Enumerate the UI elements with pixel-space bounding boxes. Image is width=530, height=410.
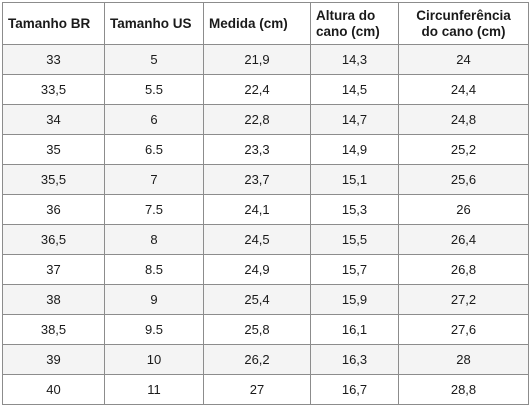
cell-altura-cano: 15,1 [310, 164, 399, 195]
header-label: Tamanho US [110, 15, 192, 31]
cell-tamanho-us: 11 [104, 374, 204, 405]
table-row: 35 6.5 23,3 14,9 25,2 [2, 134, 529, 165]
cell-tamanho-us: 9 [104, 284, 204, 315]
cell-altura-cano: 15,5 [310, 224, 399, 255]
cell-tamanho-us: 8.5 [104, 254, 204, 285]
cell-circunferencia-cano: 28 [398, 344, 529, 375]
cell-tamanho-us: 8 [104, 224, 204, 255]
table-row: 37 8.5 24,9 15,7 26,8 [2, 254, 529, 285]
header-label: Tamanho BR [8, 15, 91, 31]
cell-altura-cano: 16,3 [310, 344, 399, 375]
table-row: 34 6 22,8 14,7 24,8 [2, 104, 529, 135]
cell-altura-cano: 16,1 [310, 314, 399, 345]
cell-medida: 24,9 [203, 254, 311, 285]
cell-circunferencia-cano: 25,6 [398, 164, 529, 195]
table-row: 40 11 27 16,7 28,8 [2, 374, 529, 405]
cell-medida: 24,1 [203, 194, 311, 225]
header-label-line1: Altura do [316, 7, 376, 23]
cell-medida: 23,3 [203, 134, 311, 165]
cell-circunferencia-cano: 26,8 [398, 254, 529, 285]
cell-tamanho-us: 9.5 [104, 314, 204, 345]
cell-medida: 27 [203, 374, 311, 405]
table-row: 38 9 25,4 15,9 27,2 [2, 284, 529, 315]
table-row: 33,5 5.5 22,4 14,5 24,4 [2, 74, 529, 105]
cell-tamanho-br: 36 [2, 194, 105, 225]
header-medida: Medida (cm) [203, 2, 311, 45]
cell-altura-cano: 14,7 [310, 104, 399, 135]
cell-tamanho-us: 7 [104, 164, 204, 195]
table-body: 33 5 21,9 14,3 24 33,5 5.5 22,4 14,5 24,… [2, 44, 529, 405]
table-row: 39 10 26,2 16,3 28 [2, 344, 529, 375]
cell-tamanho-br: 38 [2, 284, 105, 315]
header-tamanho-us: Tamanho US [104, 2, 204, 45]
cell-altura-cano: 15,3 [310, 194, 399, 225]
cell-altura-cano: 14,3 [310, 44, 399, 75]
cell-tamanho-br: 33 [2, 44, 105, 75]
table-row: 33 5 21,9 14,3 24 [2, 44, 529, 75]
header-row: Tamanho BR Tamanho US Medida (cm) Altura… [2, 2, 529, 45]
cell-circunferencia-cano: 28,8 [398, 374, 529, 405]
cell-tamanho-us: 7.5 [104, 194, 204, 225]
header-label-line1: Circunferência [416, 7, 511, 23]
header-altura-cano: Altura do cano (cm) [310, 2, 399, 45]
cell-circunferencia-cano: 24 [398, 44, 529, 75]
cell-altura-cano: 16,7 [310, 374, 399, 405]
cell-tamanho-br: 35,5 [2, 164, 105, 195]
cell-tamanho-us: 10 [104, 344, 204, 375]
cell-tamanho-br: 33,5 [2, 74, 105, 105]
table-row: 36 7.5 24,1 15,3 26 [2, 194, 529, 225]
cell-medida: 21,9 [203, 44, 311, 75]
cell-tamanho-us: 5.5 [104, 74, 204, 105]
header-circunferencia-cano: Circunferência do cano (cm) [398, 2, 529, 45]
cell-altura-cano: 15,9 [310, 284, 399, 315]
cell-medida: 26,2 [203, 344, 311, 375]
cell-medida: 22,4 [203, 74, 311, 105]
table-row: 36,5 8 24,5 15,5 26,4 [2, 224, 529, 255]
header-label-line2: cano (cm) [316, 23, 380, 39]
cell-medida: 25,8 [203, 314, 311, 345]
cell-tamanho-us: 6 [104, 104, 204, 135]
table-row: 38,5 9.5 25,8 16,1 27,6 [2, 314, 529, 345]
cell-tamanho-br: 40 [2, 374, 105, 405]
cell-circunferencia-cano: 27,6 [398, 314, 529, 345]
cell-tamanho-br: 38,5 [2, 314, 105, 345]
cell-circunferencia-cano: 24,8 [398, 104, 529, 135]
cell-circunferencia-cano: 27,2 [398, 284, 529, 315]
header-label: Medida (cm) [209, 15, 288, 31]
cell-tamanho-br: 34 [2, 104, 105, 135]
cell-medida: 23,7 [203, 164, 311, 195]
cell-altura-cano: 14,5 [310, 74, 399, 105]
cell-circunferencia-cano: 26,4 [398, 224, 529, 255]
cell-circunferencia-cano: 25,2 [398, 134, 529, 165]
size-chart-table: Tamanho BR Tamanho US Medida (cm) Altura… [2, 2, 529, 405]
cell-medida: 22,8 [203, 104, 311, 135]
cell-medida: 24,5 [203, 224, 311, 255]
cell-tamanho-br: 39 [2, 344, 105, 375]
cell-tamanho-br: 35 [2, 134, 105, 165]
cell-medida: 25,4 [203, 284, 311, 315]
cell-tamanho-us: 5 [104, 44, 204, 75]
header-tamanho-br: Tamanho BR [2, 2, 105, 45]
cell-circunferencia-cano: 26 [398, 194, 529, 225]
cell-circunferencia-cano: 24,4 [398, 74, 529, 105]
header-label-line2: do cano (cm) [421, 23, 506, 39]
cell-altura-cano: 14,9 [310, 134, 399, 165]
table-row: 35,5 7 23,7 15,1 25,6 [2, 164, 529, 195]
cell-tamanho-br: 36,5 [2, 224, 105, 255]
cell-tamanho-br: 37 [2, 254, 105, 285]
cell-altura-cano: 15,7 [310, 254, 399, 285]
cell-tamanho-us: 6.5 [104, 134, 204, 165]
